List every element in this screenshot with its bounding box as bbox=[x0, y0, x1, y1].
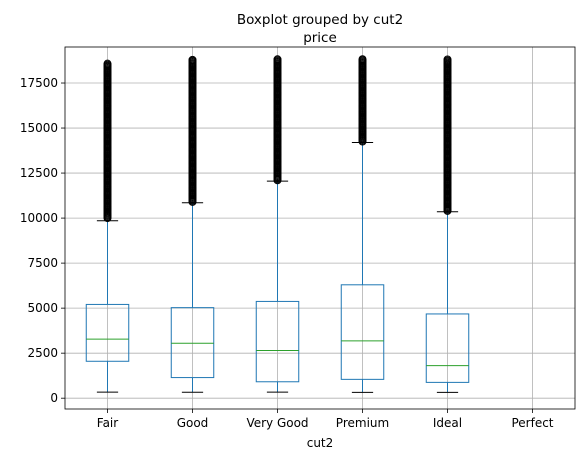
x-tick-label: Good bbox=[177, 416, 209, 430]
box-very-good bbox=[255, 55, 300, 393]
chart-title: Boxplot grouped by cut2 bbox=[237, 12, 403, 28]
y-tick-label: 2500 bbox=[27, 346, 58, 360]
box-layer bbox=[85, 55, 470, 393]
outlier-point bbox=[358, 55, 367, 64]
chart-subtitle: price bbox=[303, 30, 337, 46]
box-good bbox=[170, 55, 215, 393]
box-rect bbox=[425, 313, 470, 383]
box-rect bbox=[170, 307, 215, 379]
y-tick-label: 15000 bbox=[20, 121, 58, 135]
box-premium bbox=[340, 55, 385, 393]
x-tick-label: Fair bbox=[97, 416, 118, 430]
y-tick-label: 5000 bbox=[27, 301, 58, 315]
box-ideal bbox=[425, 55, 470, 393]
y-tick-label: 17500 bbox=[20, 76, 58, 90]
y-tick-label: 7500 bbox=[27, 256, 58, 270]
x-axis-label: cut2 bbox=[307, 436, 334, 450]
x-tick-label: Very Good bbox=[246, 416, 308, 430]
box-rect bbox=[85, 303, 130, 362]
y-tick-label: 0 bbox=[50, 391, 58, 405]
box-rect bbox=[340, 284, 385, 380]
grid-layer bbox=[65, 47, 575, 409]
tick-layer: 0 2500 5000 7500 10000 12500 15000 17500 Fair Goo… bbox=[20, 76, 554, 430]
box-fair bbox=[85, 59, 130, 393]
x-tick-label: Perfect bbox=[511, 416, 553, 430]
outlier-point bbox=[273, 55, 282, 64]
outlier-point bbox=[443, 55, 452, 64]
y-tick-label: 12500 bbox=[20, 166, 58, 180]
outlier-point bbox=[103, 59, 112, 68]
y-tick-label: 10000 bbox=[20, 211, 58, 225]
x-tick-label: Ideal bbox=[433, 416, 462, 430]
plot-frame bbox=[64, 46, 576, 410]
outlier-point bbox=[188, 55, 197, 64]
x-tick-label: Premium bbox=[336, 416, 389, 430]
box-rect bbox=[255, 300, 300, 383]
